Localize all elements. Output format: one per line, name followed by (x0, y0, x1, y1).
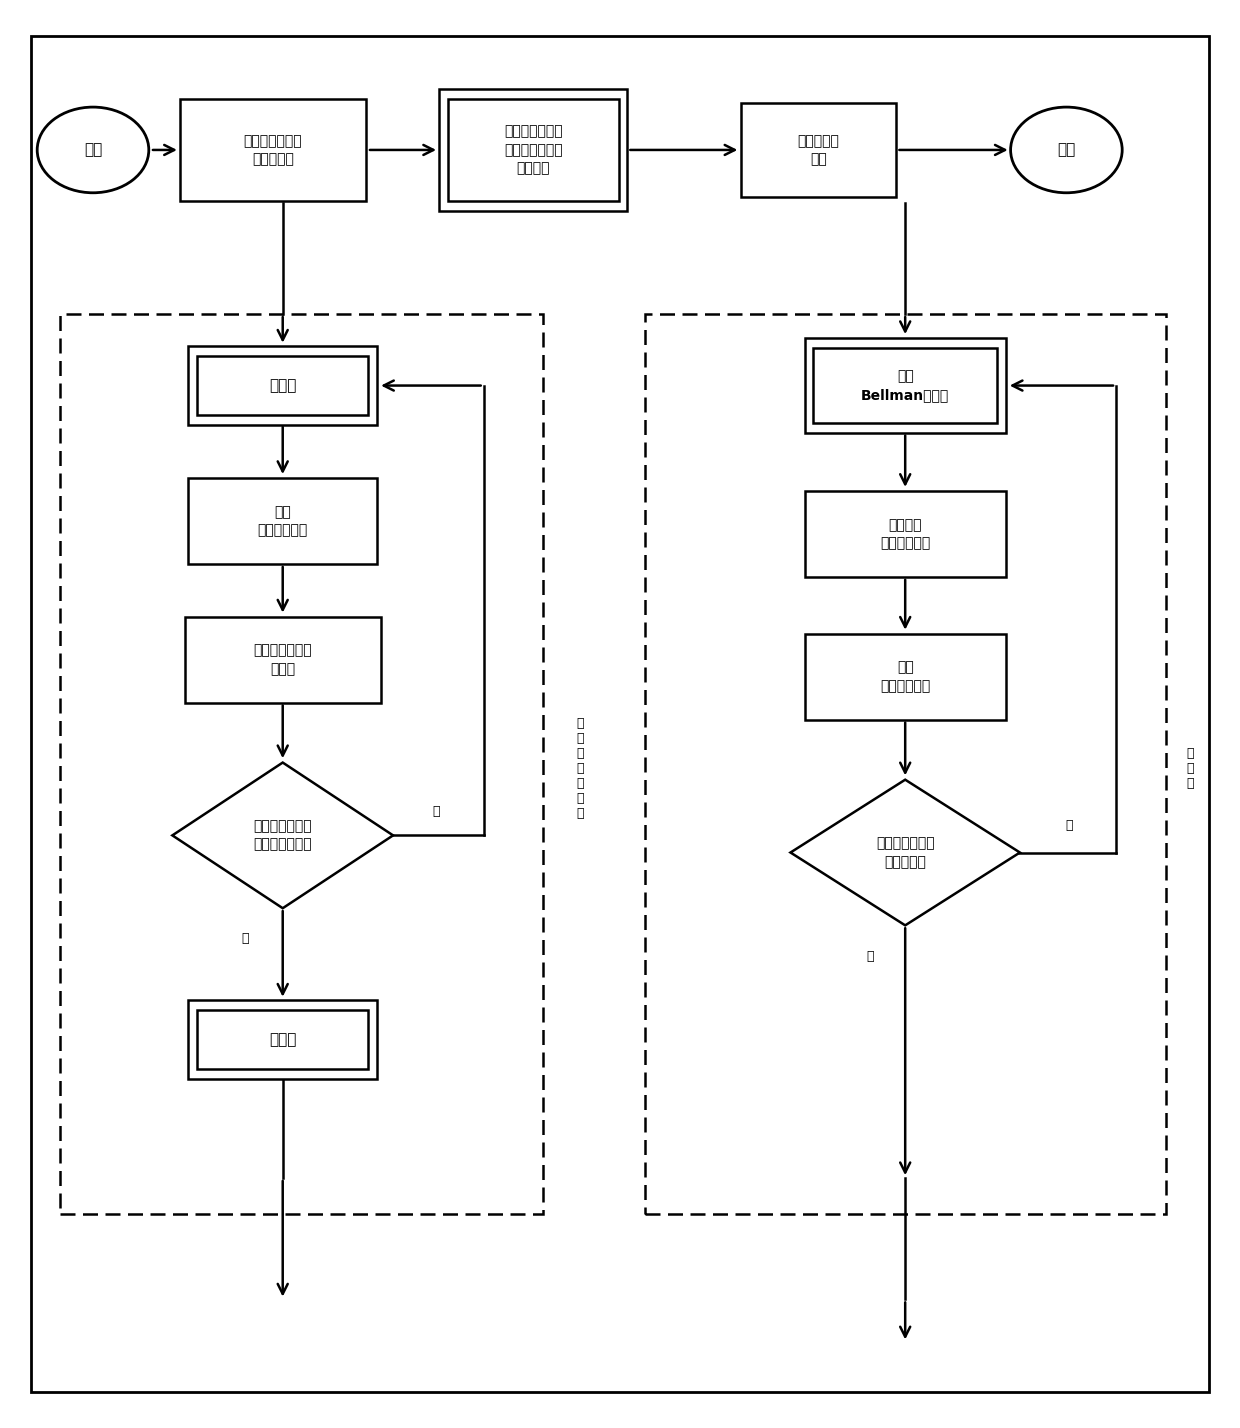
Bar (448, 100, 619, 201)
Text: 值
迭
代: 值 迭 代 (1187, 747, 1194, 790)
Text: 遍历获得
功率配置策略: 遍历获得 功率配置策略 (880, 518, 930, 550)
Bar (197, 1011, 368, 1068)
Text: 更新
回报效用函数: 更新 回报效用函数 (880, 661, 930, 693)
Text: 计算
约束效用函数: 计算 约束效用函数 (258, 506, 308, 537)
Bar (805, 634, 1006, 720)
Text: 否: 否 (1065, 818, 1073, 833)
Bar (188, 1000, 377, 1080)
Text: 改
进
值
迭
代
算
法: 改 进 值 迭 代 算 法 (577, 717, 584, 820)
Bar (60, 314, 543, 1214)
Ellipse shape (37, 107, 149, 193)
Bar (645, 314, 1166, 1214)
Text: 是: 是 (867, 950, 874, 964)
Bar (180, 99, 366, 201)
Text: 否: 否 (433, 804, 440, 818)
Bar (188, 478, 377, 564)
Text: 判断回报效用函
数是否收敛: 判断回报效用函 数是否收敛 (875, 837, 935, 868)
Text: 结束: 结束 (1058, 143, 1075, 157)
Text: 值迭代: 值迭代 (269, 1032, 296, 1047)
Bar (439, 90, 627, 211)
Text: 是: 是 (242, 931, 249, 945)
Polygon shape (172, 763, 393, 908)
Text: 构造
Bellman表达式: 构造 Bellman表达式 (861, 370, 950, 401)
Text: 值迭代: 值迭代 (269, 378, 296, 393)
Bar (813, 348, 997, 423)
Polygon shape (791, 780, 1019, 925)
Text: 开始: 开始 (84, 143, 102, 157)
Bar (805, 491, 1006, 577)
Bar (188, 347, 377, 426)
Text: 初始化拉格朗日
算子问量与回报
效用函数: 初始化拉格朗日 算子问量与回报 效用函数 (503, 124, 563, 176)
Bar (742, 103, 895, 197)
Text: 改进值迭代
算法: 改进值迭代 算法 (797, 134, 839, 166)
Text: 判断拉格朗日算
子向量是否收敛: 判断拉格朗日算 子向量是否收敛 (253, 820, 312, 851)
Bar (185, 617, 381, 703)
Ellipse shape (1011, 107, 1122, 193)
Text: 更新拉格朗日算
子向量: 更新拉格朗日算 子向量 (253, 644, 312, 675)
Bar (805, 338, 1006, 433)
Bar (197, 357, 368, 416)
Text: 约束马尔可夫决
策过程建模: 约束马尔可夫决 策过程建模 (243, 134, 303, 166)
